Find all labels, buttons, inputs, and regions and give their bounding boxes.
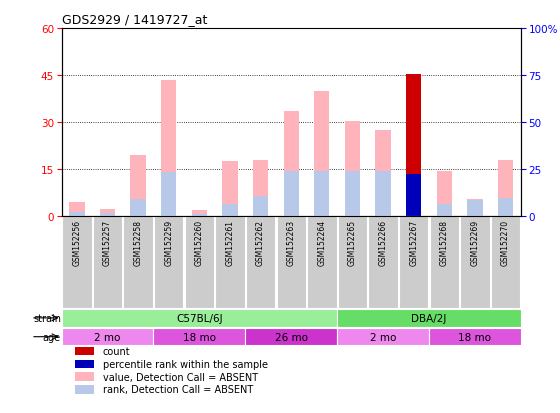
FancyBboxPatch shape (337, 309, 521, 327)
Text: DBA/2J: DBA/2J (411, 313, 447, 323)
Text: GSM152260: GSM152260 (195, 220, 204, 266)
Text: 2 mo: 2 mo (94, 332, 121, 342)
Bar (253, 160, 268, 217)
FancyBboxPatch shape (338, 217, 367, 309)
Text: 18 mo: 18 mo (459, 332, 491, 342)
Bar (345, 121, 360, 217)
FancyBboxPatch shape (62, 309, 337, 327)
Bar (69, 203, 85, 217)
Bar (498, 198, 513, 217)
FancyBboxPatch shape (245, 328, 337, 346)
Bar (76, 373, 94, 381)
FancyBboxPatch shape (491, 217, 520, 309)
Bar (76, 385, 94, 394)
Text: GSM152256: GSM152256 (72, 220, 81, 266)
Text: GSM152266: GSM152266 (379, 220, 388, 266)
Bar (437, 204, 452, 217)
Bar (100, 213, 115, 217)
Text: GSM152264: GSM152264 (318, 220, 326, 266)
Text: percentile rank within the sample: percentile rank within the sample (103, 359, 268, 369)
Text: GSM152257: GSM152257 (103, 220, 112, 266)
Bar (161, 81, 176, 217)
Bar (192, 214, 207, 217)
Text: value, Detection Call = ABSENT: value, Detection Call = ABSENT (103, 372, 258, 382)
FancyBboxPatch shape (429, 328, 521, 346)
FancyBboxPatch shape (368, 217, 398, 309)
Text: 26 mo: 26 mo (275, 332, 307, 342)
Bar (130, 156, 146, 217)
FancyBboxPatch shape (185, 217, 214, 309)
Text: strain: strain (33, 313, 61, 323)
Text: GSM152258: GSM152258 (134, 220, 143, 266)
Bar (130, 200, 146, 217)
Bar (100, 209, 115, 217)
Bar (467, 199, 483, 217)
Text: count: count (103, 346, 130, 356)
Bar (283, 172, 299, 217)
Bar (222, 162, 237, 217)
FancyBboxPatch shape (246, 217, 276, 309)
Text: 2 mo: 2 mo (370, 332, 396, 342)
Bar (69, 212, 85, 217)
Bar (375, 131, 391, 217)
Text: GSM152261: GSM152261 (226, 220, 235, 266)
Bar (498, 160, 513, 217)
Text: GSM152262: GSM152262 (256, 220, 265, 266)
Bar (314, 172, 329, 217)
Bar (406, 74, 421, 217)
Bar (406, 175, 421, 217)
Bar (76, 347, 94, 355)
FancyBboxPatch shape (62, 217, 92, 309)
Text: GDS2929 / 1419727_at: GDS2929 / 1419727_at (62, 13, 207, 26)
FancyBboxPatch shape (62, 328, 153, 346)
Bar (283, 112, 299, 217)
FancyBboxPatch shape (399, 217, 428, 309)
Text: GSM152270: GSM152270 (501, 220, 510, 266)
FancyBboxPatch shape (93, 217, 122, 309)
Text: GSM152265: GSM152265 (348, 220, 357, 266)
Bar (467, 201, 483, 217)
Bar (222, 204, 237, 217)
Bar (192, 211, 207, 217)
Text: GSM152269: GSM152269 (470, 220, 479, 266)
Bar (76, 360, 94, 368)
FancyBboxPatch shape (460, 217, 489, 309)
FancyBboxPatch shape (430, 217, 459, 309)
Text: GSM152268: GSM152268 (440, 220, 449, 266)
Text: GSM152259: GSM152259 (164, 220, 173, 266)
FancyBboxPatch shape (123, 217, 153, 309)
Bar (253, 196, 268, 217)
Text: GSM152267: GSM152267 (409, 220, 418, 266)
FancyBboxPatch shape (215, 217, 245, 309)
Text: 18 mo: 18 mo (183, 332, 216, 342)
Bar (314, 92, 329, 217)
Text: GSM152263: GSM152263 (287, 220, 296, 266)
FancyBboxPatch shape (154, 217, 184, 309)
Text: rank, Detection Call = ABSENT: rank, Detection Call = ABSENT (103, 385, 253, 394)
FancyBboxPatch shape (153, 328, 245, 346)
Bar (161, 173, 176, 217)
FancyBboxPatch shape (277, 217, 306, 309)
Text: C57BL/6J: C57BL/6J (176, 313, 223, 323)
FancyBboxPatch shape (337, 328, 429, 346)
Bar (375, 172, 391, 217)
Text: age: age (43, 332, 61, 342)
FancyBboxPatch shape (307, 217, 337, 309)
Bar (437, 171, 452, 217)
Bar (345, 172, 360, 217)
